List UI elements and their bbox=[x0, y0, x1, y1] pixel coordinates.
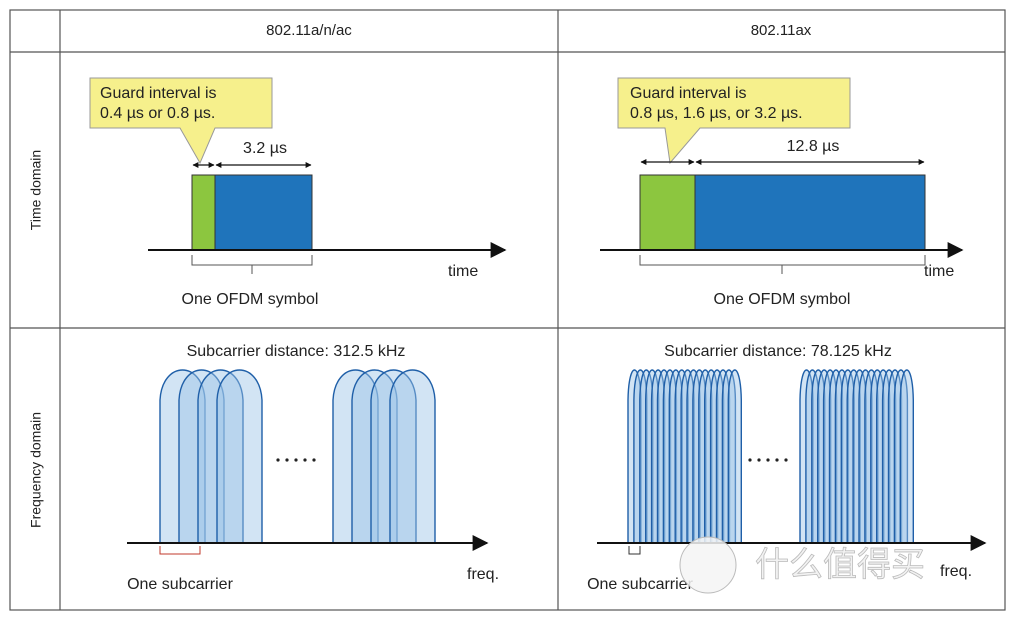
ellipsis-dot bbox=[285, 458, 289, 462]
subcarrier-bracket bbox=[159, 546, 201, 555]
symbol bbox=[694, 174, 926, 251]
callout-text: 0.4 µs or 0.8 µs. bbox=[100, 105, 215, 122]
row-header: Frequency domain bbox=[28, 412, 44, 528]
symbol-label: One OFDM symbol bbox=[182, 291, 319, 308]
watermark-icon bbox=[679, 536, 737, 594]
column-header: 802.11a/n/ac bbox=[266, 22, 352, 39]
axis-label: freq. bbox=[940, 563, 972, 580]
callout bbox=[617, 77, 851, 165]
subcarrier bbox=[332, 369, 379, 544]
spacing-label: Subcarrier distance: 78.125 kHz bbox=[664, 343, 892, 360]
ellipsis-dot bbox=[276, 458, 280, 462]
brace bbox=[191, 255, 313, 274]
ellipsis-dot bbox=[748, 458, 752, 462]
watermark: 什么值得买 bbox=[755, 546, 925, 584]
callout-text: Guard interval is bbox=[100, 85, 217, 102]
subcarrier bbox=[351, 369, 398, 544]
ellipsis-dot bbox=[312, 458, 316, 462]
frequency-domain: Subcarrier distance: 312.5 kHz Subcarrie… bbox=[159, 343, 914, 544]
callout bbox=[89, 77, 273, 165]
subcarrier-label: One subcarrier bbox=[127, 576, 233, 593]
ellipsis-dot bbox=[757, 458, 761, 462]
guard-interval bbox=[191, 174, 216, 251]
axis-label: freq. bbox=[467, 566, 499, 583]
ellipsis-dot bbox=[303, 458, 307, 462]
guard-interval bbox=[639, 174, 696, 251]
subcarrier bbox=[197, 369, 244, 544]
column-header: 802.11ax bbox=[751, 22, 812, 39]
ellipsis-dot bbox=[784, 458, 788, 462]
duration: 3.2 µs bbox=[243, 140, 287, 157]
subcarrier-label: One subcarrier bbox=[587, 576, 693, 593]
ellipsis-dot bbox=[775, 458, 779, 462]
time-right: Guard interval is 0.8 µs, 1.6 µs, or 3.2… bbox=[600, 77, 964, 308]
brace bbox=[639, 255, 926, 274]
symbol bbox=[214, 174, 313, 251]
subcarrier bbox=[899, 369, 914, 544]
callout-text: 0.8 µs, 1.6 µs, or 3.2 µs. bbox=[630, 105, 803, 122]
symbol-label: One OFDM symbol bbox=[714, 291, 851, 308]
subcarrier bbox=[159, 369, 206, 544]
duration: 12.8 µs bbox=[787, 138, 840, 155]
ellipsis-dot bbox=[766, 458, 770, 462]
ellipsis-dot bbox=[294, 458, 298, 462]
callout-text: Guard interval is bbox=[630, 85, 747, 102]
subcarrier bbox=[727, 369, 742, 544]
time-left: Guard interval is 0.4 µs or 0.8 µs. 3.2 … bbox=[89, 77, 507, 308]
row-header: Time domain bbox=[28, 150, 44, 230]
subcarrier bbox=[178, 369, 225, 544]
table-border bbox=[9, 9, 1006, 611]
axis-label: time bbox=[448, 263, 478, 280]
axis-label: time bbox=[924, 263, 954, 280]
subcarrier bbox=[389, 369, 436, 544]
frequency-axes: freq. One subcarrier freq. One subcarrie… bbox=[127, 535, 987, 594]
subcarrier-bracket bbox=[628, 546, 641, 555]
spacing-label: Subcarrier distance: 312.5 kHz bbox=[187, 343, 406, 360]
subcarrier bbox=[216, 369, 263, 544]
subcarrier bbox=[370, 369, 417, 544]
